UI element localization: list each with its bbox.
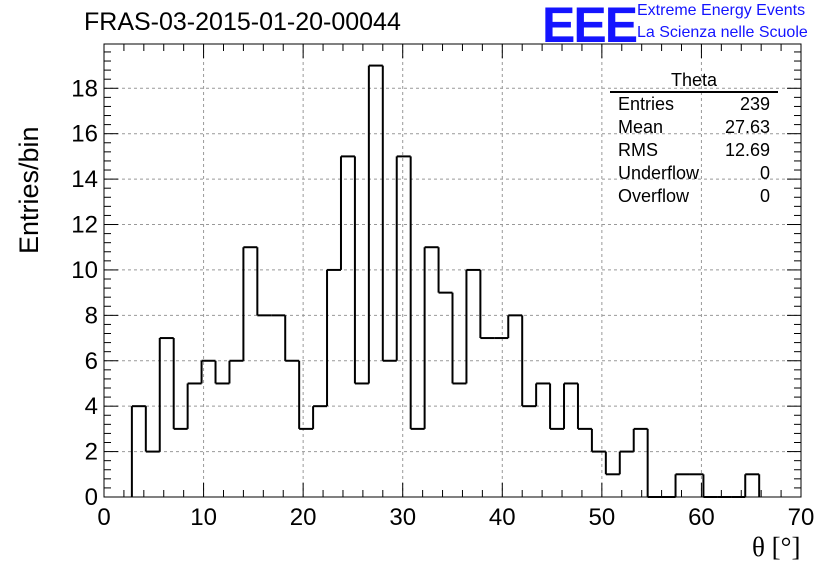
stats-value: 239	[739, 94, 770, 114]
y-tick-label: 8	[85, 302, 98, 329]
logo-line-2: La Scienza nelle Scuole	[637, 24, 808, 41]
x-tick-label: 0	[97, 504, 110, 531]
plot-frame	[103, 43, 802, 498]
x-tick-label: 10	[190, 504, 217, 531]
stats-label: Overflow	[618, 186, 690, 206]
stats-title: Theta	[610, 70, 778, 93]
stats-row-mean: Mean 27.63	[610, 116, 778, 139]
y-tick-label: 10	[71, 257, 98, 284]
y-tick-label: 14	[71, 166, 98, 193]
x-axis-label: θ [°]	[752, 532, 801, 562]
x-tick-label: 40	[489, 504, 516, 531]
stats-row-rms: RMS 12.69	[610, 139, 778, 162]
stats-label: Underflow	[618, 163, 700, 183]
y-axis-label-box: Entries/bin	[4, 110, 44, 254]
y-tick-label: 4	[85, 393, 98, 420]
y-tick-label: 2	[85, 439, 98, 466]
y-tick-label: 6	[85, 348, 98, 375]
stats-label: Mean	[618, 117, 664, 137]
stats-row-entries: Entries 239	[610, 93, 778, 116]
x-tick-label: 60	[688, 504, 715, 531]
eee-logo: EEE	[542, 0, 638, 53]
logo-line-1: Extreme Energy Events	[637, 2, 806, 19]
stats-value: 0	[759, 186, 770, 206]
y-tick-label: 0	[85, 484, 98, 511]
y-tick-label: 16	[71, 121, 98, 148]
stats-label: Entries	[618, 94, 675, 114]
x-tick-label: 50	[589, 504, 616, 531]
y-tick-label: 18	[71, 75, 98, 102]
y-axis-label: Entries/bin	[14, 126, 44, 254]
x-tick-label: 30	[389, 504, 416, 531]
x-tick-label: 70	[788, 504, 815, 531]
y-tick-label: 12	[71, 212, 98, 239]
stats-value: 0	[759, 163, 770, 183]
stats-row-underflow: Underflow 0	[610, 162, 778, 185]
x-tick-label: 20	[290, 504, 317, 531]
stats-value: 27.63	[724, 117, 770, 137]
stats-row-overflow: Overflow 0	[610, 185, 778, 208]
stats-value: 12.69	[724, 140, 770, 160]
stats-box: Theta Entries 239 Mean 27.63 RMS 12.69 U…	[610, 70, 778, 208]
chart-title: FRAS-03-2015-01-20-00044	[84, 8, 401, 36]
stats-label: RMS	[618, 140, 658, 160]
